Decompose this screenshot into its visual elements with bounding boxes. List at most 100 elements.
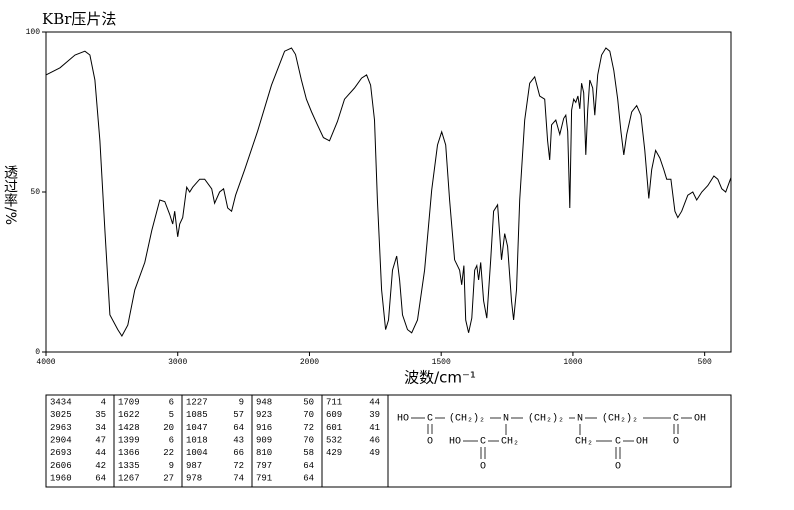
peak-transmittance: 64 (233, 423, 244, 433)
peak-wavenumber: 2963 (50, 423, 72, 433)
peak-transmittance: 70 (303, 435, 314, 445)
x-tick-label: 500 (697, 358, 712, 367)
chart-title: KBr压片法 (42, 10, 116, 28)
atom: CH₂ (501, 437, 519, 448)
peak-transmittance: 64 (303, 474, 314, 484)
peak-wavenumber: 948 (256, 397, 272, 407)
peak-wavenumber: 1622 (118, 410, 140, 420)
peak-wavenumber: 429 (326, 448, 342, 458)
peak-transmittance: 6 (169, 435, 174, 445)
peak-transmittance: 9 (169, 461, 174, 471)
atom: HO (449, 437, 461, 448)
peak-transmittance: 44 (95, 448, 106, 458)
atom: C (673, 414, 679, 425)
peak-wavenumber: 1018 (186, 435, 208, 445)
peak-transmittance: 34 (95, 423, 106, 433)
peak-wavenumber: 1004 (186, 448, 208, 458)
peak-transmittance: 58 (303, 448, 314, 458)
peak-transmittance: 41 (369, 423, 380, 433)
atom: (CH₂)₂ (602, 413, 638, 425)
x-axis-label: 波数/cm⁻¹ (404, 369, 476, 387)
peak-wavenumber: 797 (256, 461, 272, 471)
x-tick-label: 2000 (300, 358, 319, 367)
peak-wavenumber: 2904 (50, 435, 72, 445)
atom: C (427, 414, 433, 425)
x-tick-label: 3000 (168, 358, 187, 367)
peak-wavenumber: 1267 (118, 474, 140, 484)
y-tick-label: 50 (30, 188, 40, 197)
peak-wavenumber: 1047 (186, 423, 208, 433)
peak-wavenumber: 810 (256, 448, 272, 458)
peak-wavenumber: 3434 (50, 397, 72, 407)
peak-wavenumber: 532 (326, 435, 342, 445)
peak-transmittance: 43 (233, 435, 244, 445)
plot-frame (45, 31, 732, 353)
peak-wavenumber: 791 (256, 474, 272, 484)
atom: (CH₂)₂ (449, 413, 485, 425)
peak-wavenumber: 1709 (118, 397, 140, 407)
peak-transmittance: 6 (169, 397, 174, 407)
atom: O (615, 462, 621, 473)
y-axis-label: 透过率/% (2, 165, 18, 225)
peak-transmittance: 35 (95, 410, 106, 420)
peak-transmittance: 49 (369, 448, 380, 458)
peak-transmittance: 64 (95, 474, 106, 484)
atom: O (427, 437, 433, 448)
peak-transmittance: 72 (233, 461, 244, 471)
x-tick-label: 1000 (563, 358, 582, 367)
peak-transmittance: 27 (163, 474, 174, 484)
atom: O (480, 462, 486, 473)
x-tick-label: 1500 (432, 358, 451, 367)
atom: O (673, 437, 679, 448)
peak-wavenumber: 987 (186, 461, 202, 471)
atom: HO (397, 414, 409, 425)
y-tick-label: 0 (35, 348, 40, 357)
peak-transmittance: 47 (95, 435, 106, 445)
peak-wavenumber: 978 (186, 474, 202, 484)
peak-transmittance: 42 (95, 461, 106, 471)
peak-transmittance: 66 (233, 448, 244, 458)
peak-wavenumber: 1366 (118, 448, 140, 458)
peak-wavenumber: 923 (256, 410, 272, 420)
atom: C (615, 437, 621, 448)
peak-wavenumber: 1227 (186, 397, 208, 407)
peak-wavenumber: 609 (326, 410, 342, 420)
peak-transmittance: 4 (101, 397, 106, 407)
peak-transmittance: 22 (163, 448, 174, 458)
peak-transmittance: 70 (303, 410, 314, 420)
atom: C (480, 437, 486, 448)
peak-transmittance: 50 (303, 397, 314, 407)
atom: N (503, 414, 509, 425)
peak-transmittance: 44 (369, 397, 380, 407)
peak-transmittance: 64 (303, 461, 314, 471)
peak-wavenumber: 2693 (50, 448, 72, 458)
peak-transmittance: 74 (233, 474, 244, 484)
peak-wavenumber: 3025 (50, 410, 72, 420)
peak-wavenumber: 1428 (118, 423, 140, 433)
spectrum-line (45, 47, 732, 337)
peak-transmittance: 39 (369, 410, 380, 420)
peak-transmittance: 20 (163, 423, 174, 433)
peak-wavenumber: 1960 (50, 474, 72, 484)
structure: HO C (CH₂)₂ N (CH₂)₂ N (CH₂)₂ C OH O O H… (397, 413, 706, 473)
atom: OH (694, 414, 706, 425)
atom: CH₂ (575, 437, 593, 448)
peak-wavenumber: 1085 (186, 410, 208, 420)
peak-table: 3434 4 3025 35 2963 34 2904 47 2693 44 2606 42 1960 6… (50, 395, 389, 487)
peak-wavenumber: 909 (256, 435, 272, 445)
x-tick-label: 4000 (36, 358, 55, 367)
peak-wavenumber: 1335 (118, 461, 140, 471)
peak-wavenumber: 2606 (50, 461, 72, 471)
peak-transmittance: 5 (169, 410, 174, 420)
peak-wavenumber: 1399 (118, 435, 140, 445)
peak-transmittance: 72 (303, 423, 314, 433)
atom: (CH₂)₂ (528, 413, 564, 425)
peak-wavenumber: 711 (326, 397, 342, 407)
atom: OH (636, 437, 648, 448)
peak-transmittance: 9 (239, 397, 244, 407)
y-tick-label: 100 (26, 28, 41, 37)
peak-wavenumber: 601 (326, 423, 342, 433)
peak-wavenumber: 916 (256, 423, 272, 433)
atom: N (577, 414, 583, 425)
